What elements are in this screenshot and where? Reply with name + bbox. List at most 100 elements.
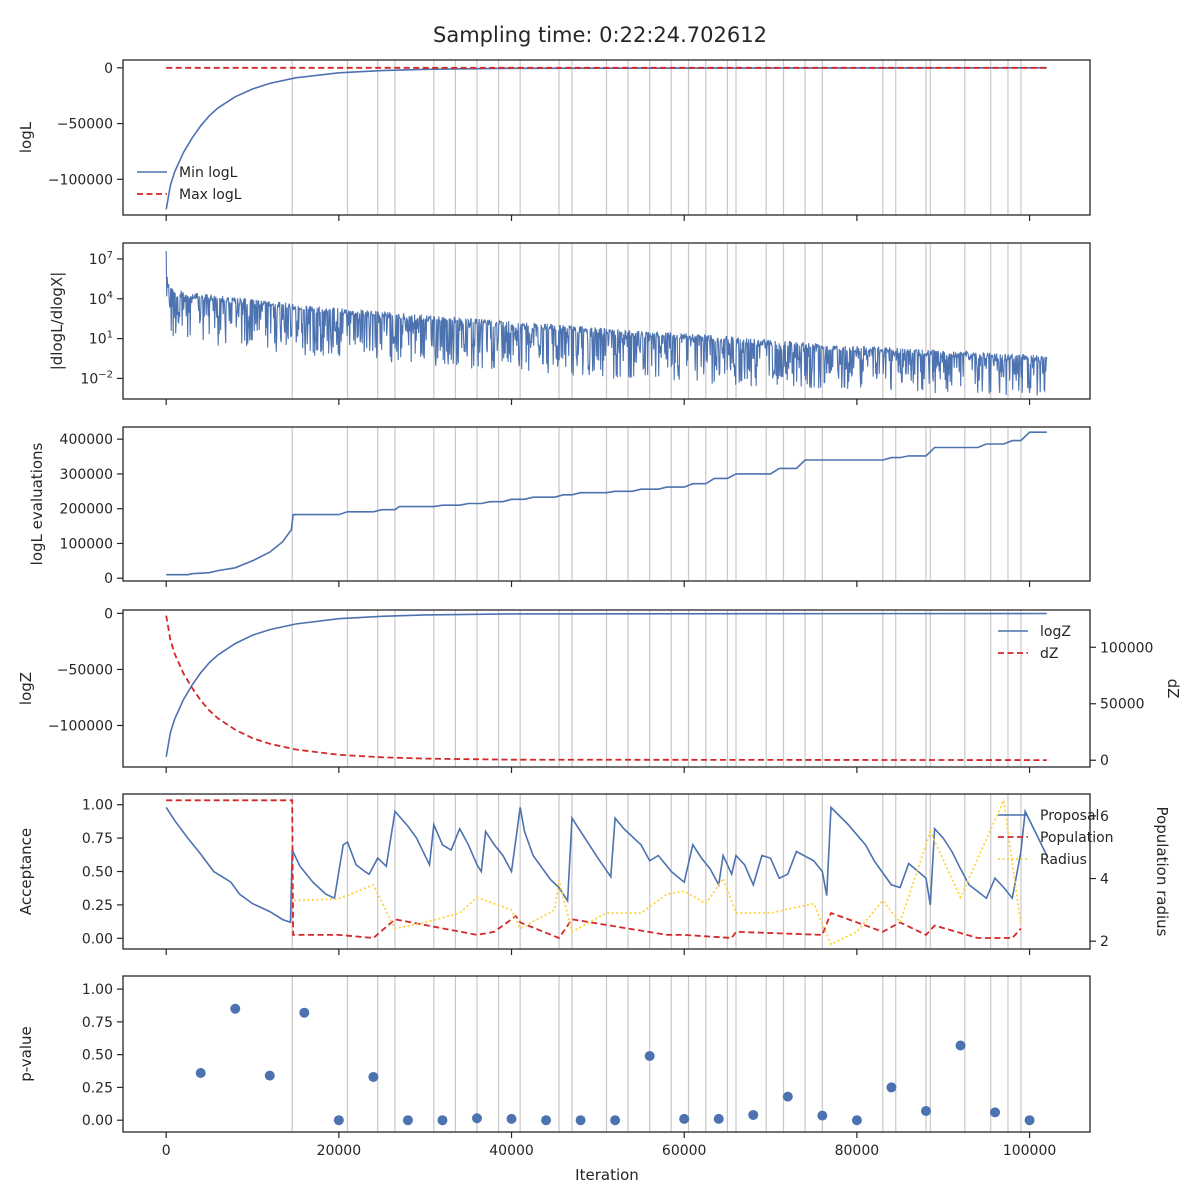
data-point xyxy=(920,1106,931,1117)
data-point xyxy=(437,1115,448,1126)
series-line-dz xyxy=(165,615,1047,761)
x-axis-label: Iteration xyxy=(575,1166,639,1184)
data-point xyxy=(713,1113,724,1124)
data-point xyxy=(402,1115,413,1126)
data-point xyxy=(679,1113,690,1124)
plot-frame xyxy=(122,242,1091,400)
panels: 0 −50000 −100000 logL Min logL Max logL 107 104… xyxy=(17,59,1182,1159)
data-point xyxy=(195,1068,206,1079)
x-tick-label: 0 xyxy=(162,1143,171,1159)
y-tick-label: 0 xyxy=(104,571,113,587)
y-tick-label: 300000 xyxy=(60,467,113,483)
vertical-lines xyxy=(291,610,1022,767)
y-tick-label: 0.50 xyxy=(82,1048,113,1064)
series-line-radius xyxy=(293,797,1022,946)
data-point xyxy=(886,1082,897,1093)
y-tick-label: 0.75 xyxy=(82,1015,113,1031)
data-point xyxy=(230,1003,241,1014)
y-tick-label: −50000 xyxy=(57,117,113,133)
data-point xyxy=(471,1113,482,1124)
x-tick-label: 80000 xyxy=(835,1143,880,1159)
y-tick-label: −100000 xyxy=(48,172,113,188)
y-right-axis-label: dZ xyxy=(1164,679,1182,699)
y-right-tick-label: 4 xyxy=(1100,872,1109,888)
vertical-lines xyxy=(291,60,1022,215)
legend-label: Min logL xyxy=(179,165,238,181)
y-tick-label: 200000 xyxy=(60,502,113,518)
y-axis-label: Acceptance xyxy=(17,828,35,915)
figure-title: Sampling time: 0:22:24.702612 xyxy=(433,23,767,47)
y-tick-label: 0.25 xyxy=(82,898,113,914)
data-point xyxy=(368,1071,379,1082)
y-tick-label: 104 xyxy=(89,290,113,308)
y-tick-label: 0.50 xyxy=(82,865,113,881)
x-tick-label: 60000 xyxy=(662,1143,707,1159)
y-axis-label: logL evaluations xyxy=(28,442,46,565)
series-line-logz xyxy=(165,612,1047,758)
legend: Proposal Population Radius xyxy=(998,808,1114,868)
series-line-proposal xyxy=(165,805,1048,924)
y-right-tick-label: 0 xyxy=(1100,753,1109,769)
y-right-tick-label: 100000 xyxy=(1100,640,1153,656)
vertical-lines xyxy=(291,976,1022,1132)
legend-label: Max logL xyxy=(179,187,242,203)
panel-p5: 0.00 0.25 0.50 0.75 1.00 2 4 6 Acceptance Populat… xyxy=(17,793,1171,955)
y-tick-label: 100000 xyxy=(60,536,113,552)
vertical-lines xyxy=(291,794,1022,949)
y-tick-label: −50000 xyxy=(57,662,113,678)
y-tick-label: 0 xyxy=(104,606,113,622)
y-axis-label: logL xyxy=(17,121,35,153)
x-tick-label: 40000 xyxy=(489,1143,534,1159)
series-line xyxy=(165,250,1048,396)
y-tick-label: 10−2 xyxy=(80,369,113,387)
data-point xyxy=(610,1115,621,1126)
data-point xyxy=(782,1091,793,1102)
y-axis-label: p-value xyxy=(17,1026,35,1082)
vertical-lines xyxy=(291,427,1022,581)
data-point xyxy=(333,1115,344,1126)
panel-p2: 107 104 101 10−2 |dlogL/dlogX| xyxy=(48,242,1091,405)
plot-frame xyxy=(122,609,1091,768)
panel-p1: 0 −50000 −100000 logL Min logL Max logL xyxy=(17,59,1091,221)
y-tick-label: 1.00 xyxy=(82,982,113,998)
legend-label: Proposal xyxy=(1040,808,1099,824)
data-point xyxy=(541,1115,552,1126)
y-tick-label: −100000 xyxy=(48,719,113,735)
panel-p4: 0 −50000 −100000 0 50000 100000 logZ dZ logZ dZ xyxy=(17,606,1182,773)
legend-label: logZ xyxy=(1040,624,1071,640)
y-tick-label: 101 xyxy=(89,330,113,348)
x-tick-label: 100000 xyxy=(1003,1143,1056,1159)
y-tick-label: 0.00 xyxy=(82,931,113,947)
y-axis-label: |dlogL/dlogX| xyxy=(48,272,66,371)
y-tick-label: 0.25 xyxy=(82,1080,113,1096)
data-point xyxy=(1024,1115,1035,1126)
y-tick-label: 107 xyxy=(89,250,113,268)
y-tick-label: 400000 xyxy=(60,432,113,448)
data-point xyxy=(955,1040,966,1051)
data-point xyxy=(851,1115,862,1126)
plot-frame xyxy=(122,59,1091,216)
series-line-min-logl xyxy=(165,67,1047,210)
legend: Min logL Max logL xyxy=(137,165,242,203)
plot-frame xyxy=(122,975,1091,1133)
data-point xyxy=(575,1115,586,1126)
panel-p6: 0.00 0.25 0.50 0.75 1.00 0 20000 40000 60000 8000… xyxy=(17,975,1091,1159)
y-right-tick-label: 6 xyxy=(1100,809,1109,825)
y-right-tick-label: 50000 xyxy=(1100,697,1145,713)
data-point xyxy=(264,1070,275,1081)
y-tick-label: 0 xyxy=(104,61,113,77)
y-right-axis-label: Population radius xyxy=(1153,807,1171,937)
legend-label: Population xyxy=(1040,830,1114,846)
legend: logZ dZ xyxy=(998,624,1071,662)
data-point xyxy=(990,1107,1001,1118)
y-axis-label: logZ xyxy=(17,672,35,705)
y-right-tick-label: 2 xyxy=(1100,934,1109,950)
plot-frame xyxy=(122,426,1091,582)
x-tick-label: 20000 xyxy=(317,1143,362,1159)
y-tick-label: 0.00 xyxy=(82,1113,113,1129)
panel-p3: 0 100000 200000 300000 400000 logL evaluation… xyxy=(28,426,1091,587)
data-point xyxy=(299,1007,310,1018)
data-point xyxy=(506,1113,517,1124)
series-line-0 xyxy=(166,431,1047,576)
